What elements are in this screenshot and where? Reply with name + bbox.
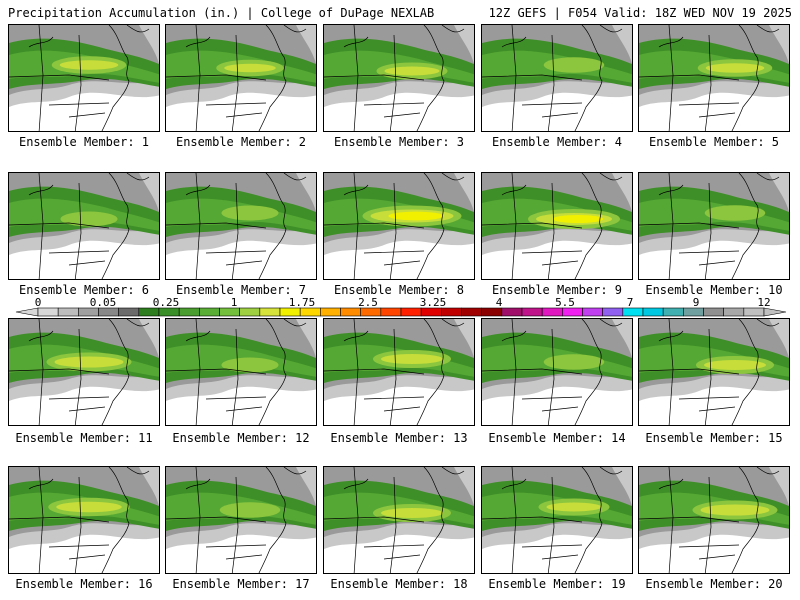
colorbar-swatch <box>481 307 503 317</box>
ensemble-member-label: Ensemble Member: 4 <box>491 135 623 149</box>
colorbar-arrow-right <box>763 307 787 317</box>
ensemble-map-panel <box>165 466 317 574</box>
colorbar-tick-label: 2.5 <box>358 296 378 309</box>
ensemble-map-panel <box>638 466 790 574</box>
colorbar-swatch <box>98 307 119 317</box>
ensemble-member-label: Ensemble Member: 2 <box>175 135 307 149</box>
colorbar-tick-label: 4 <box>495 296 503 309</box>
colorbar-tick-label: 0.05 <box>89 296 117 309</box>
colorbar-swatch <box>118 307 140 317</box>
colorbar-swatch <box>219 307 240 317</box>
colorbar-swatch <box>461 307 482 317</box>
ensemble-map-panel <box>323 24 475 132</box>
ensemble-map-panel <box>323 466 475 574</box>
colorbar-swatch <box>441 307 462 317</box>
colorbar: 0 0.05 0.25 1 1.75 2.5 3.25 4 5.5 7 9 12 <box>0 296 800 318</box>
colorbar-swatch <box>420 307 442 317</box>
colorbar-tick-label: 7 <box>626 296 634 309</box>
colorbar-swatch <box>703 307 724 317</box>
colorbar-swatch <box>178 307 200 317</box>
colorbar-swatch <box>138 307 160 317</box>
colorbar-swatch <box>582 307 603 317</box>
ensemble-map-panel <box>165 318 317 426</box>
ensemble-member-label: Ensemble Member: 7 <box>175 283 307 297</box>
ensemble-member-label: Ensemble Member: 17 <box>172 577 310 591</box>
colorbar-swatch <box>199 307 220 317</box>
colorbar-arrow-left <box>15 307 39 317</box>
colorbar-swatch <box>662 307 684 317</box>
colorbar-swatch <box>37 307 59 317</box>
ensemble-member-label: Ensemble Member: 19 <box>488 577 626 591</box>
colorbar-swatch <box>743 307 765 317</box>
colorbar-swatch <box>602 307 624 317</box>
colorbar-swatch <box>158 307 180 317</box>
colorbar-tick-label: 0 <box>34 296 42 309</box>
ensemble-map-panel <box>481 466 633 574</box>
colorbar-swatch <box>239 307 261 317</box>
ensemble-map-panel <box>638 172 790 280</box>
ensemble-map-panel <box>8 24 160 132</box>
ensemble-member-label: Ensemble Member: 3 <box>333 135 465 149</box>
ensemble-map-panel <box>638 318 790 426</box>
ensemble-map-panel <box>8 318 160 426</box>
colorbar-tick-label: 0.25 <box>152 296 180 309</box>
colorbar-tick-label: 9 <box>692 296 700 309</box>
ensemble-member-label: Ensemble Member: 16 <box>15 577 153 591</box>
colorbar-swatch <box>521 307 543 317</box>
colorbar-swatch <box>642 307 664 317</box>
colorbar-swatch <box>400 307 422 317</box>
ensemble-map-panel <box>165 172 317 280</box>
ensemble-member-label: Ensemble Member: 18 <box>330 577 468 591</box>
ensemble-member-label: Ensemble Member: 20 <box>645 577 783 591</box>
ensemble-map-panel <box>638 24 790 132</box>
colorbar-swatch <box>57 307 79 317</box>
colorbar-swatch <box>78 307 99 317</box>
ensemble-member-label: Ensemble Member: 14 <box>488 431 626 445</box>
colorbar-tick-label: 1 <box>230 296 238 309</box>
colorbar-swatch <box>723 307 745 317</box>
colorbar-swatch <box>683 307 704 317</box>
colorbar-swatch <box>299 307 321 317</box>
ensemble-member-label: Ensemble Member: 15 <box>645 431 783 445</box>
colorbar-swatch <box>622 307 644 317</box>
ensemble-member-label: Ensemble Member: 8 <box>333 283 465 297</box>
ensemble-map-panel <box>481 172 633 280</box>
colorbar-tick-label: 1.75 <box>288 296 316 309</box>
ensemble-member-label: Ensemble Member: 12 <box>172 431 310 445</box>
ensemble-member-label: Ensemble Member: 6 <box>18 283 150 297</box>
colorbar-swatch <box>360 307 382 317</box>
ensemble-map-panel <box>8 172 160 280</box>
ensemble-map-panel <box>323 318 475 426</box>
colorbar-scale <box>15 307 787 317</box>
colorbar-swatch <box>320 307 341 317</box>
ensemble-member-label: Ensemble Member: 5 <box>648 135 780 149</box>
ensemble-map-panel <box>481 24 633 132</box>
colorbar-tick-label: 12 <box>757 296 771 309</box>
colorbar-swatch <box>501 307 523 317</box>
ensemble-map-panel <box>165 24 317 132</box>
ensemble-member-label: Ensemble Member: 11 <box>15 431 153 445</box>
colorbar-swatch <box>259 307 281 317</box>
ensemble-member-label: Ensemble Member: 1 <box>18 135 150 149</box>
ensemble-map-panel <box>481 318 633 426</box>
ensemble-member-label: Ensemble Member: 9 <box>491 283 623 297</box>
run-valid-time: 12Z GEFS | F054 Valid: 18Z WED NOV 19 20… <box>488 6 792 20</box>
colorbar-swatch <box>541 307 563 317</box>
colorbar-swatch <box>340 307 361 317</box>
ensemble-member-label: Ensemble Member: 13 <box>330 431 468 445</box>
colorbar-swatch <box>562 307 583 317</box>
colorbar-swatch <box>279 307 301 317</box>
chart-title: Precipitation Accumulation (in.) | Colle… <box>8 6 435 20</box>
colorbar-swatch <box>380 307 402 317</box>
colorbar-tick-label: 5.5 <box>555 296 575 309</box>
colorbar-tick-label: 3.25 <box>419 296 447 309</box>
ensemble-member-label: Ensemble Member: 10 <box>645 283 783 297</box>
ensemble-map-panel <box>323 172 475 280</box>
ensemble-map-panel <box>8 466 160 574</box>
